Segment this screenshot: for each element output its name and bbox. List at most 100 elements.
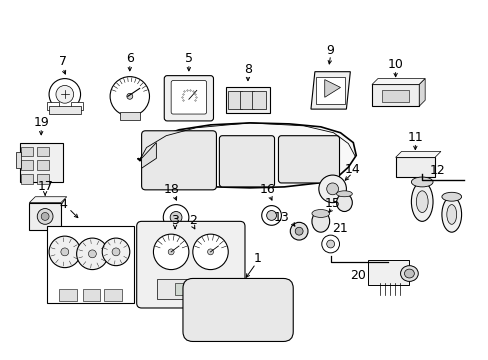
Ellipse shape	[410, 177, 432, 187]
Bar	[71, 102, 82, 110]
Bar	[240, 91, 253, 109]
Bar	[175, 283, 192, 295]
Circle shape	[192, 234, 228, 270]
Ellipse shape	[400, 266, 417, 282]
FancyBboxPatch shape	[278, 136, 339, 183]
Text: 3: 3	[171, 214, 179, 227]
FancyBboxPatch shape	[164, 76, 213, 121]
Text: 14: 14	[344, 163, 360, 176]
Ellipse shape	[311, 211, 329, 232]
FancyBboxPatch shape	[47, 226, 133, 303]
Ellipse shape	[441, 192, 461, 201]
Bar	[251, 91, 265, 109]
Circle shape	[207, 249, 213, 255]
Circle shape	[153, 234, 188, 270]
Circle shape	[110, 77, 149, 116]
Text: 10: 10	[387, 58, 403, 71]
Bar	[59, 289, 77, 301]
FancyBboxPatch shape	[315, 77, 345, 104]
Circle shape	[326, 183, 338, 195]
Ellipse shape	[311, 210, 329, 217]
Text: 15: 15	[324, 197, 340, 210]
Circle shape	[295, 227, 303, 235]
Polygon shape	[138, 123, 356, 188]
Polygon shape	[310, 72, 349, 109]
Circle shape	[126, 93, 132, 99]
Polygon shape	[418, 78, 424, 106]
Text: 6: 6	[125, 53, 133, 66]
Circle shape	[37, 208, 53, 224]
Text: 1: 1	[253, 252, 261, 265]
Text: 8: 8	[244, 63, 251, 76]
Bar	[47, 102, 59, 110]
Circle shape	[321, 235, 339, 253]
Polygon shape	[395, 152, 440, 157]
Text: 20: 20	[349, 269, 366, 282]
Text: 16: 16	[259, 183, 275, 196]
Text: 19: 19	[33, 116, 49, 129]
Circle shape	[61, 248, 69, 256]
Text: 12: 12	[429, 164, 445, 177]
FancyBboxPatch shape	[142, 131, 216, 190]
FancyBboxPatch shape	[137, 221, 244, 308]
Circle shape	[88, 250, 96, 258]
Bar	[381, 90, 408, 102]
Text: 17: 17	[37, 180, 53, 193]
Text: 11: 11	[407, 131, 422, 144]
Circle shape	[318, 175, 346, 203]
Polygon shape	[29, 197, 67, 203]
Circle shape	[168, 249, 174, 255]
Circle shape	[261, 206, 281, 225]
FancyBboxPatch shape	[171, 81, 206, 114]
FancyBboxPatch shape	[395, 157, 434, 177]
Circle shape	[49, 78, 81, 110]
FancyBboxPatch shape	[29, 203, 61, 230]
Polygon shape	[324, 80, 340, 97]
Bar	[21, 160, 33, 170]
Bar	[21, 147, 33, 156]
Bar	[16, 152, 21, 168]
FancyBboxPatch shape	[367, 260, 408, 285]
FancyBboxPatch shape	[183, 278, 293, 342]
Circle shape	[49, 236, 81, 267]
Bar	[198, 283, 216, 295]
Polygon shape	[371, 78, 424, 85]
FancyBboxPatch shape	[20, 143, 63, 182]
Bar	[21, 174, 33, 184]
Circle shape	[170, 212, 182, 223]
Ellipse shape	[446, 204, 456, 224]
Text: 4: 4	[59, 198, 67, 211]
Text: 13: 13	[273, 211, 289, 224]
Circle shape	[77, 238, 108, 270]
Text: 7: 7	[59, 55, 67, 68]
Circle shape	[290, 222, 307, 240]
Ellipse shape	[336, 191, 351, 197]
Bar	[37, 147, 49, 156]
FancyBboxPatch shape	[371, 85, 418, 106]
Ellipse shape	[410, 182, 432, 221]
Text: 18: 18	[163, 183, 179, 196]
Text: 21: 21	[332, 222, 347, 235]
Circle shape	[326, 240, 334, 248]
Bar	[228, 91, 242, 109]
Bar	[37, 174, 49, 184]
Circle shape	[41, 212, 49, 220]
FancyBboxPatch shape	[226, 87, 269, 113]
Ellipse shape	[404, 269, 413, 278]
Circle shape	[102, 238, 129, 266]
FancyBboxPatch shape	[49, 106, 81, 114]
Bar	[82, 289, 100, 301]
Bar	[157, 279, 224, 299]
Circle shape	[163, 204, 188, 230]
Polygon shape	[142, 143, 156, 168]
Text: 5: 5	[184, 53, 192, 66]
Ellipse shape	[415, 191, 427, 212]
Bar	[37, 160, 49, 170]
Circle shape	[56, 85, 74, 103]
Text: 9: 9	[326, 44, 334, 57]
Bar	[104, 289, 122, 301]
Bar	[120, 112, 140, 120]
FancyBboxPatch shape	[219, 136, 274, 187]
Ellipse shape	[336, 194, 351, 212]
Ellipse shape	[441, 197, 461, 232]
